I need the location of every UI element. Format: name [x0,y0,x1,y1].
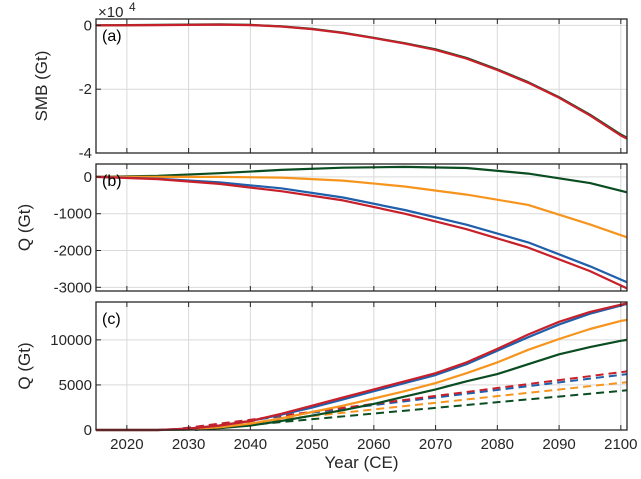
panel-2-plot-area [96,164,627,291]
panel-3-x-tick-label: 2100 [604,436,637,453]
panel-3-y-tick-label: 0 [84,422,92,439]
panel-3-series-line-2 [182,381,628,431]
panel-3-x-tick-label: 2030 [172,436,205,453]
panel-1-exponent-label: ×10 [98,4,123,21]
panel-1-panel-label: (a) [102,28,122,45]
panel-1-axes-box [95,18,628,154]
panel-3-y-tick-label: 10000 [50,332,92,349]
panel-2-y-tick-label: -1000 [54,206,92,223]
panel-3-axes-box [95,301,628,431]
panel-3-y-tick-label: 5000 [59,377,92,394]
panel-3-x-tick-label: 2020 [110,436,143,453]
panel-2-axes-box [95,163,628,292]
panel-3-plot-area [96,302,627,430]
panel-1-y-axis-label: SMB (Gt) [32,51,51,122]
panel-1-series-line-2 [95,23,628,140]
panel-3-y-axis-label: Q (Gt) [15,342,34,389]
panel-3-series-line-6 [96,318,628,432]
panel-3-x-axis-label: Year (CE) [324,453,398,472]
panel-2-y-tick-label: 0 [84,169,92,186]
panel-1-exponent-power: 4 [129,0,136,14]
panel-1-y-tick-label: -2 [79,81,92,98]
panel-2-series-line-2 [96,175,628,239]
panel-1-plot-area [96,19,627,153]
panel-3-x-tick-label: 2080 [481,436,514,453]
panel-3-x-tick-label: 2070 [419,436,452,453]
panel-3-series-line-4 [169,370,628,431]
panel-3-x-tick-label: 2050 [295,436,328,453]
panel-3-series-line-3 [169,373,628,431]
panel-2-y-axis-label: Q (Gt) [15,204,34,251]
panel-1-y-tick-label: -4 [79,145,92,162]
panel-3-series-line-8 [96,302,628,432]
panel-3-x-tick-label: 2040 [234,436,267,453]
panel-1-y-tick-label: 0 [84,17,92,34]
panel-3-x-tick-label: 2060 [357,436,390,453]
panel-2-panel-label: (b) [102,173,122,190]
panel-3-panel-label: (c) [102,311,121,328]
panel-3-x-tick-label: 2090 [542,436,575,453]
panel-2-y-tick-label: -2000 [54,243,92,260]
panel-2-y-tick-label: -3000 [54,279,92,296]
panel-2-series-line-4 [95,175,628,290]
